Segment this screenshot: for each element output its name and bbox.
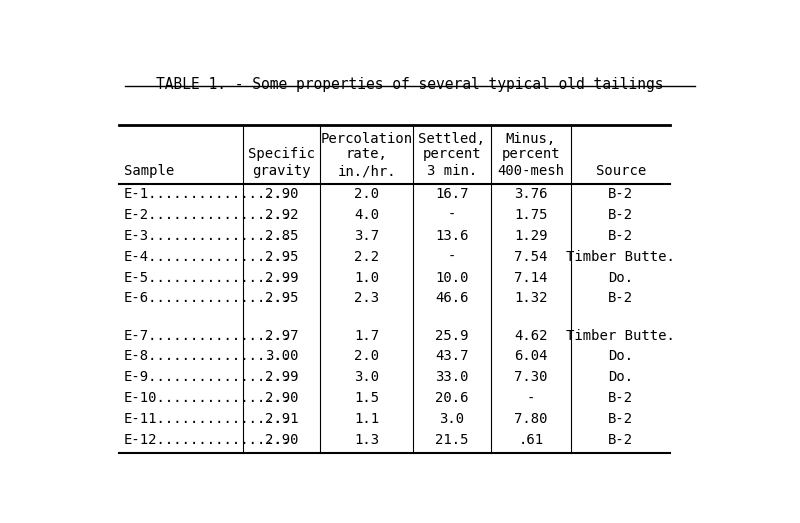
Text: E-1.................: E-1................. [123,187,291,201]
Text: E-7.................: E-7................. [123,328,291,343]
Text: Specific: Specific [248,147,315,161]
Text: B-2: B-2 [608,433,634,447]
Text: 43.7: 43.7 [435,349,469,363]
Text: B-2: B-2 [608,229,634,243]
Text: 3.00: 3.00 [265,349,298,363]
Text: rate,: rate, [346,147,387,161]
Text: E-11................: E-11................ [123,412,291,426]
Text: E-8.................: E-8................. [123,349,291,363]
Text: 2.91: 2.91 [265,412,298,426]
Text: E-4.................: E-4................. [123,249,291,264]
Text: 1.0: 1.0 [354,270,379,285]
Text: 2.95: 2.95 [265,291,298,305]
Text: Do.: Do. [608,270,634,285]
Text: 4.0: 4.0 [354,208,379,222]
Text: Timber Butte.: Timber Butte. [566,249,675,264]
Text: 3.0: 3.0 [354,370,379,384]
Text: 3.7: 3.7 [354,229,379,243]
Text: 10.0: 10.0 [435,270,469,285]
Text: 33.0: 33.0 [435,370,469,384]
Text: 2.3: 2.3 [354,291,379,305]
Text: 400-mesh: 400-mesh [498,164,565,178]
Text: 2.85: 2.85 [265,229,298,243]
Text: 46.6: 46.6 [435,291,469,305]
Text: 2.97: 2.97 [265,328,298,343]
Text: Do.: Do. [608,349,634,363]
Text: TABLE 1. - Some properties of several typical old tailings: TABLE 1. - Some properties of several ty… [156,77,664,92]
Text: .61: .61 [518,433,543,447]
Text: -: - [448,208,456,222]
Text: 2.99: 2.99 [265,370,298,384]
Text: -: - [448,249,456,264]
Text: 13.6: 13.6 [435,229,469,243]
Text: percent: percent [422,147,481,161]
Text: 2.90: 2.90 [265,433,298,447]
Text: Settled,: Settled, [418,132,486,146]
Text: 7.30: 7.30 [514,370,548,384]
Text: 1.75: 1.75 [514,208,548,222]
Text: Do.: Do. [608,370,634,384]
Text: gravity: gravity [252,164,310,178]
Text: 20.6: 20.6 [435,391,469,405]
Text: E-12................: E-12................ [123,433,291,447]
Text: 3.76: 3.76 [514,187,548,201]
Text: Minus,: Minus, [506,132,556,146]
Text: 2.0: 2.0 [354,187,379,201]
Text: 1.3: 1.3 [354,433,379,447]
Text: B-2: B-2 [608,391,634,405]
Text: 2.0: 2.0 [354,349,379,363]
Text: 2.99: 2.99 [265,270,298,285]
Text: percent: percent [502,147,560,161]
Text: Percolation: Percolation [321,132,413,146]
Text: Sample: Sample [123,164,174,178]
Text: E-10................: E-10................ [123,391,291,405]
Text: 1.32: 1.32 [514,291,548,305]
Text: 25.9: 25.9 [435,328,469,343]
Text: 1.29: 1.29 [514,229,548,243]
Text: 7.14: 7.14 [514,270,548,285]
Text: B-2: B-2 [608,412,634,426]
Text: 1.5: 1.5 [354,391,379,405]
Text: Source: Source [596,164,646,178]
Text: 2.90: 2.90 [265,391,298,405]
Text: E-2.................: E-2................. [123,208,291,222]
Text: B-2: B-2 [608,291,634,305]
Text: 16.7: 16.7 [435,187,469,201]
Text: B-2: B-2 [608,187,634,201]
Text: 7.80: 7.80 [514,412,548,426]
Text: E-9.................: E-9................. [123,370,291,384]
Text: 21.5: 21.5 [435,433,469,447]
Text: in./hr.: in./hr. [338,164,396,178]
Text: 2.2: 2.2 [354,249,379,264]
Text: E-5.................: E-5................. [123,270,291,285]
Text: -: - [526,391,535,405]
Text: B-2: B-2 [608,208,634,222]
Text: Timber Butte.: Timber Butte. [566,328,675,343]
Text: 1.7: 1.7 [354,328,379,343]
Text: 2.90: 2.90 [265,187,298,201]
Text: 7.54: 7.54 [514,249,548,264]
Text: 4.62: 4.62 [514,328,548,343]
Text: E-6.................: E-6................. [123,291,291,305]
Text: 6.04: 6.04 [514,349,548,363]
Text: 1.1: 1.1 [354,412,379,426]
Text: 2.92: 2.92 [265,208,298,222]
Text: 3 min.: 3 min. [426,164,477,178]
Text: 2.95: 2.95 [265,249,298,264]
Text: 3.0: 3.0 [439,412,465,426]
Text: E-3.................: E-3................. [123,229,291,243]
